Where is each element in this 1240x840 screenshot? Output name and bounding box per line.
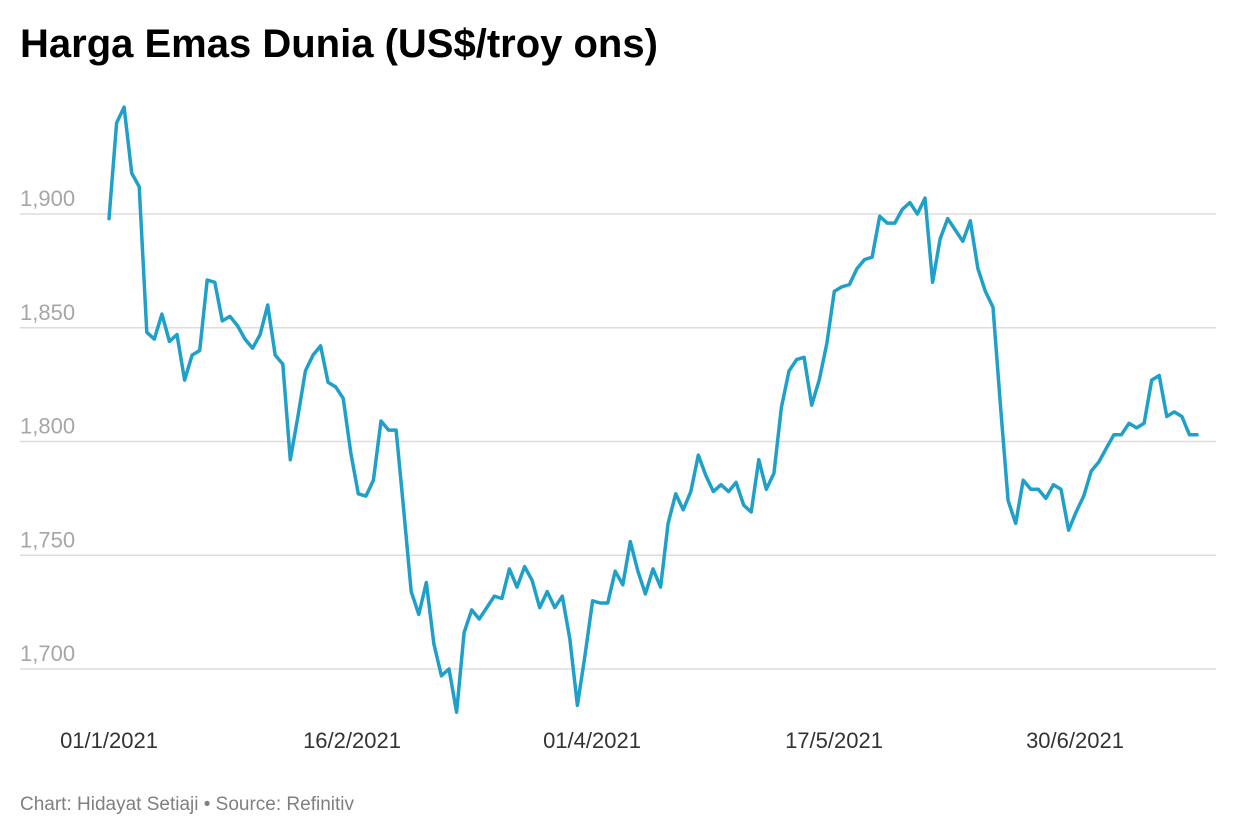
x-axis-ticks: 01/1/2021 16/2/2021 01/4/2021 17/5/2021 30/6… — [60, 728, 1124, 753]
plot-area — [107, 105, 1199, 714]
x-tick-label: 16/2/2021 — [303, 728, 401, 753]
line-chart: 1,700 1,750 1,800 1,850 1,900 01/1/2021 16/2/… — [20, 105, 1216, 753]
x-tick-label: 30/6/2021 — [1026, 728, 1124, 753]
y-tick-label: 1,850 — [20, 300, 75, 325]
y-tick-label: 1,800 — [20, 414, 75, 439]
y-axis-ticks: 1,700 1,750 1,800 1,850 1,900 — [20, 186, 75, 666]
series-line — [107, 105, 1199, 714]
y-tick-label: 1,750 — [20, 527, 75, 552]
chart-credit: Chart: Hidayat Setiaji • Source: Refinit… — [20, 794, 355, 815]
chart-title: Harga Emas Dunia (US$/troy ons) — [20, 22, 658, 66]
y-tick-label: 1,900 — [20, 186, 75, 211]
x-tick-label: 01/4/2021 — [543, 728, 641, 753]
gridlines — [20, 213, 1216, 670]
x-tick-label: 17/5/2021 — [785, 728, 883, 753]
x-tick-label: 01/1/2021 — [60, 728, 158, 753]
y-tick-label: 1,700 — [20, 641, 75, 666]
